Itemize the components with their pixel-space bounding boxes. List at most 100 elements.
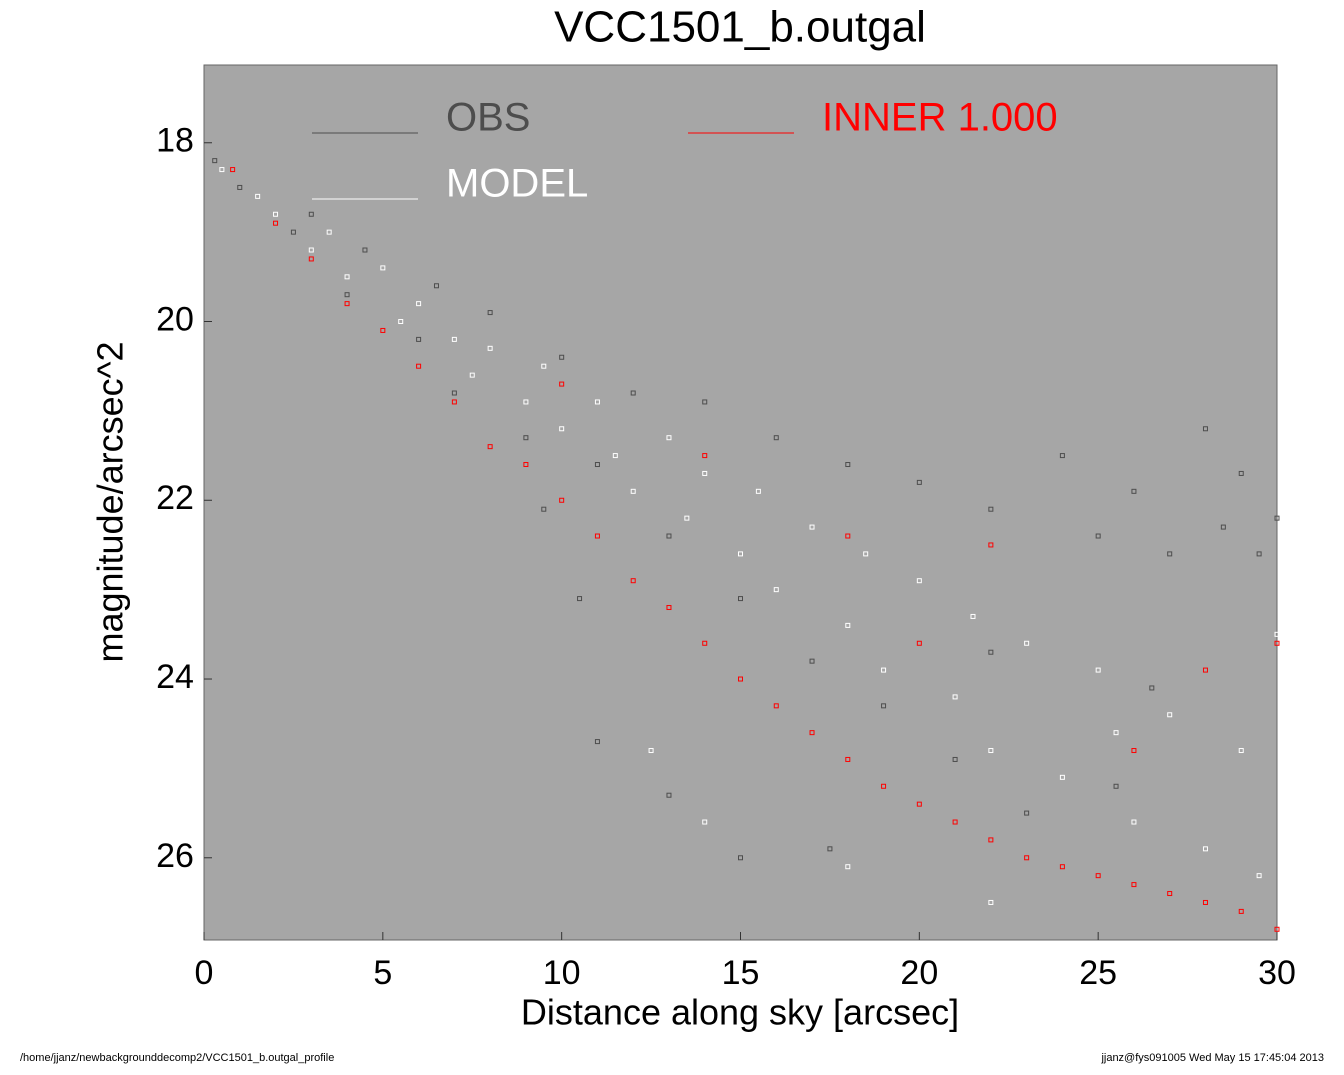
plot-area <box>203 64 1278 941</box>
point <box>344 292 350 298</box>
point <box>702 470 708 476</box>
point <box>1131 748 1137 754</box>
point <box>630 390 636 396</box>
point <box>988 542 994 548</box>
point <box>1095 667 1101 673</box>
point <box>952 756 958 762</box>
point <box>308 247 314 253</box>
point <box>916 640 922 646</box>
point <box>1113 783 1119 789</box>
point <box>809 730 815 736</box>
point <box>666 435 672 441</box>
point <box>952 694 958 700</box>
x-tick-label: 10 <box>543 954 581 992</box>
x-tick-label: 15 <box>722 954 760 992</box>
footer-right: jjanz@fys091005 Wed May 15 17:45:04 2013 <box>1100 1052 1324 1064</box>
point <box>881 703 887 709</box>
point <box>344 274 350 280</box>
point <box>1095 533 1101 539</box>
point <box>845 622 851 628</box>
point <box>1059 453 1065 459</box>
point <box>845 533 851 539</box>
chart-title: VCC1501_b.outgal <box>554 3 926 52</box>
point <box>1202 899 1208 905</box>
point <box>1202 426 1208 432</box>
y-tick-label: 24 <box>156 658 194 696</box>
legend-label: OBS <box>446 96 530 140</box>
point <box>1256 551 1262 557</box>
point <box>630 578 636 584</box>
point <box>738 676 743 682</box>
point <box>612 453 618 459</box>
point <box>1059 864 1065 870</box>
legend-label: MODEL <box>446 162 588 206</box>
point <box>290 229 296 235</box>
point <box>988 899 994 905</box>
point <box>666 792 672 798</box>
point <box>1274 631 1280 637</box>
point <box>326 229 332 235</box>
point <box>845 864 851 870</box>
y-axis-label: magnitude/arcsec^2 <box>90 341 131 662</box>
point <box>881 783 887 789</box>
point <box>1256 873 1262 879</box>
point <box>702 399 708 405</box>
point <box>916 801 922 807</box>
point <box>809 524 815 530</box>
point <box>594 739 600 745</box>
point <box>523 399 529 405</box>
point <box>1274 640 1280 646</box>
point <box>230 167 236 173</box>
point <box>845 462 851 468</box>
point <box>559 381 565 387</box>
point <box>469 372 475 378</box>
point <box>666 605 672 611</box>
point <box>594 462 600 468</box>
point <box>273 220 279 226</box>
point <box>1131 819 1137 825</box>
point <box>881 667 887 673</box>
x-tick-label: 5 <box>373 954 392 992</box>
point <box>308 211 314 217</box>
point <box>273 211 279 217</box>
point <box>255 193 261 199</box>
x-tick-label: 25 <box>1079 954 1117 992</box>
point <box>845 756 851 762</box>
point <box>1167 891 1173 897</box>
point <box>988 506 994 512</box>
point <box>916 479 922 485</box>
y-tick-label: 22 <box>156 479 194 517</box>
legend-label: INNER 1.000 <box>822 96 1058 140</box>
point <box>559 426 565 432</box>
point <box>380 265 386 271</box>
point <box>362 247 368 253</box>
point <box>988 649 994 655</box>
point <box>541 506 547 512</box>
point <box>594 399 600 405</box>
point <box>559 497 565 503</box>
point <box>1024 640 1030 646</box>
y-tick-label: 18 <box>156 122 194 160</box>
point <box>487 310 493 316</box>
point <box>755 488 761 494</box>
point <box>416 363 422 369</box>
point <box>1274 515 1280 521</box>
point <box>1220 524 1226 530</box>
x-tick-label: 0 <box>195 954 214 992</box>
point <box>1167 712 1173 718</box>
point <box>594 533 600 539</box>
point <box>1131 488 1137 494</box>
point <box>1167 551 1173 557</box>
point <box>809 658 815 664</box>
point <box>1238 748 1244 754</box>
point <box>630 488 636 494</box>
y-tick-label: 26 <box>156 837 194 875</box>
point <box>212 158 218 164</box>
point <box>487 345 493 351</box>
point <box>1024 810 1030 816</box>
point <box>648 748 654 754</box>
point <box>433 283 439 289</box>
point <box>487 444 493 450</box>
point <box>773 703 779 709</box>
